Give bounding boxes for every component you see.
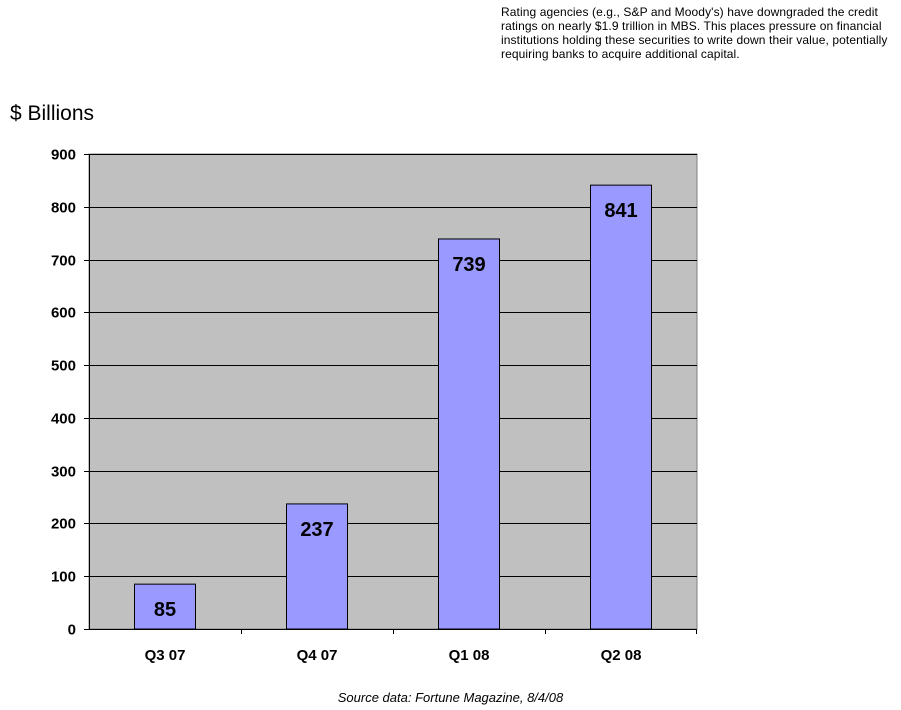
annotation-text: Rating agencies (e.g., S&P and Moody's) …	[501, 5, 888, 61]
y-tick-label: 400	[51, 411, 76, 428]
data-label: 85	[154, 599, 176, 621]
y-tick-label: 100	[51, 569, 76, 586]
y-tick-label: 800	[51, 200, 76, 217]
y-tick-label: 900	[51, 147, 76, 164]
bar-q3-07	[134, 583, 196, 630]
data-label: 739	[452, 254, 485, 276]
x-tick-label: Q4 07	[297, 647, 338, 664]
x-tick-label: Q1 08	[449, 647, 490, 664]
x-tick-label: Q2 08	[601, 647, 642, 664]
y-axis-label: $ Billions	[10, 102, 95, 125]
x-tick-label: Q3 07	[145, 647, 186, 664]
y-tick-label: 700	[51, 253, 76, 270]
data-label: 841	[604, 200, 637, 222]
x-tick-labels: Q3 07 Q4 07 Q1 08 Q2 08	[145, 647, 642, 664]
y-tick-label: 0	[68, 622, 76, 639]
source-note: Source data: Fortune Magazine, 8/4/08	[337, 690, 564, 705]
data-labels: 85 237 739 841	[154, 200, 638, 621]
y-tick-label: 300	[51, 464, 76, 481]
axes	[84, 154, 697, 634]
y-tick-labels: 0 100 200 300 400 500 600 700 800 900	[51, 147, 76, 639]
bar-q1-08	[438, 238, 500, 630]
bar-q2-08	[590, 184, 652, 630]
data-label: 237	[300, 519, 333, 541]
y-tick-label: 600	[51, 305, 76, 322]
y-tick-label: 500	[51, 358, 76, 375]
y-tick-label: 200	[51, 516, 76, 533]
